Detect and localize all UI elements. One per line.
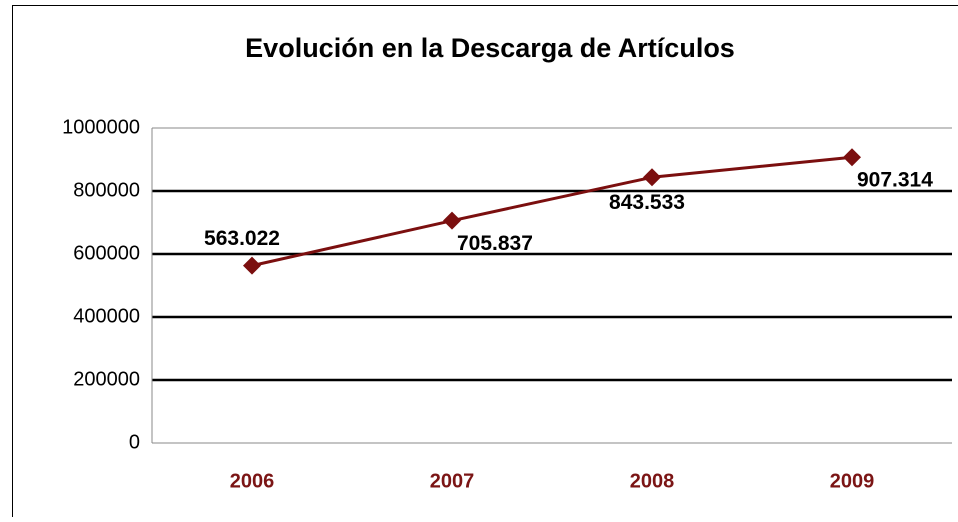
data-label: 843.533 [609, 191, 685, 214]
chart-border [13, 6, 958, 518]
y-tick-label: 600000 [73, 242, 140, 264]
x-tick-label: 2007 [430, 470, 475, 492]
x-tick-label: 2009 [830, 470, 875, 492]
y-tick-label: 200000 [73, 368, 140, 390]
y-tick-label: 800000 [73, 179, 140, 201]
data-label: 907.314 [857, 169, 933, 192]
chart-title: Evolución en la Descarga de Artículos [245, 33, 735, 63]
x-tick-label: 2008 [630, 470, 675, 492]
y-tick-label: 1000000 [62, 116, 140, 138]
y-tick-label: 0 [129, 431, 140, 453]
data-label: 563.022 [204, 227, 280, 250]
y-tick-label: 400000 [73, 305, 140, 327]
x-tick-label: 2006 [230, 470, 275, 492]
data-label: 705.837 [457, 232, 533, 255]
